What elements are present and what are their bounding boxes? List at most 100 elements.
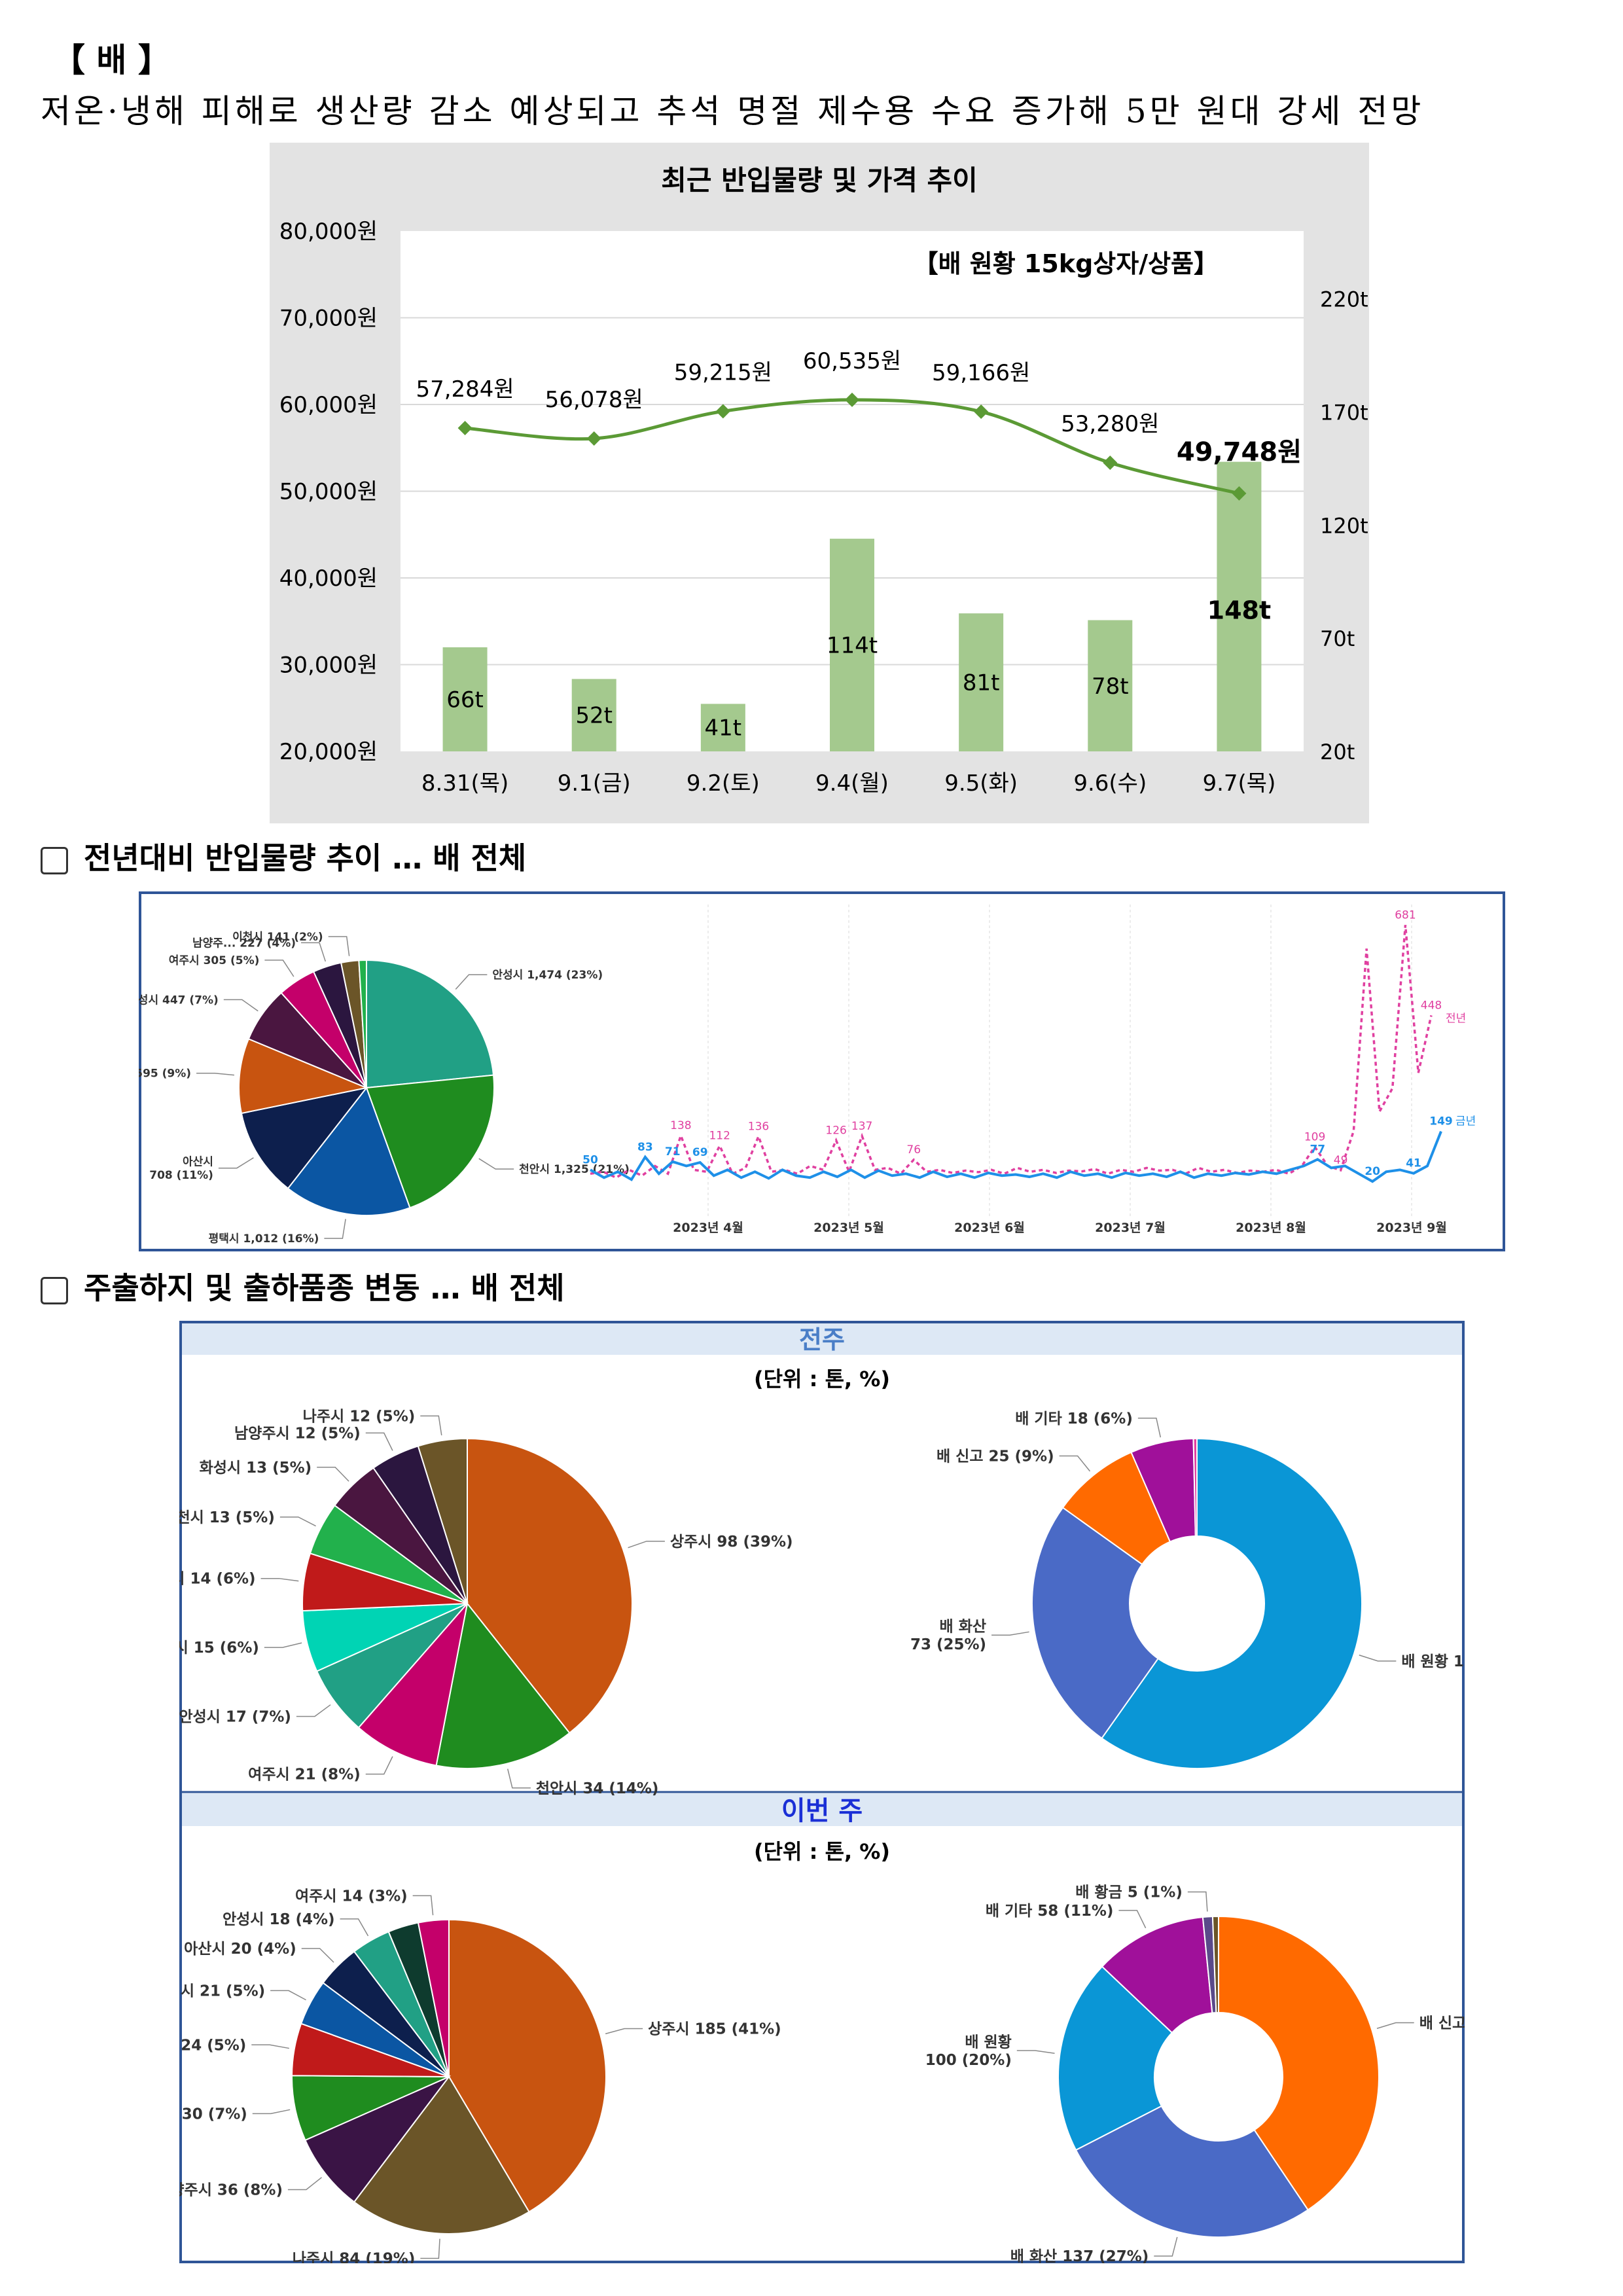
leader-line bbox=[365, 1432, 393, 1451]
prev-week-variety-slice bbox=[1192, 1437, 1198, 1537]
point-label: 50 bbox=[582, 1153, 598, 1166]
page-title: 【 배 】 bbox=[52, 41, 171, 79]
volume-bar bbox=[830, 539, 874, 751]
slice-label: 이천시 13 (5%) bbox=[179, 1509, 275, 1526]
price-volume-chart: 최근 반입물량 및 가격 추이 【배 원황 15kg상자/상품】 80,000원 70… bbox=[270, 143, 1369, 823]
page-subtitle: 저온·냉해 피해로 생산량 감소 예상되고 추석 명절 제수용 수요 증가해 5… bbox=[41, 92, 1425, 130]
leader-line bbox=[1359, 1655, 1397, 1662]
leader-line bbox=[1187, 1891, 1208, 1912]
prev-week-variety-slice bbox=[1031, 1507, 1159, 1740]
slice-label: 천안시 34 (14%) bbox=[536, 1780, 659, 1797]
this-year-line bbox=[590, 1130, 1442, 1183]
point-label: 71 bbox=[665, 1145, 681, 1158]
price-marker bbox=[845, 392, 859, 407]
point-label: 83 bbox=[637, 1141, 653, 1154]
point-label: 126 bbox=[825, 1124, 846, 1137]
origin-share-slice bbox=[366, 959, 495, 1089]
leader-line bbox=[279, 1516, 316, 1527]
price-label: 59,166원 bbox=[932, 360, 1030, 386]
prev-week-origin-slice bbox=[417, 1437, 468, 1604]
x-tick: 9.2(토) bbox=[687, 770, 760, 797]
this-week-variety-slice bbox=[1058, 1965, 1173, 2151]
origin-share-slice bbox=[358, 959, 367, 1088]
x-tick: 9.5(화) bbox=[944, 770, 1018, 797]
x-tick: 2023년 4월 bbox=[673, 1221, 743, 1235]
volume-bar bbox=[1217, 461, 1262, 751]
point-label: 77 bbox=[1310, 1143, 1325, 1156]
point-label: 49 bbox=[1334, 1154, 1348, 1167]
price-label: 60,535원 bbox=[803, 348, 901, 374]
slice-label: 배 신고 207 (41%) bbox=[1419, 2015, 1465, 2032]
point-label: 136 bbox=[748, 1120, 769, 1133]
origin-share-slice bbox=[287, 1086, 411, 1216]
leader-line bbox=[478, 1158, 514, 1170]
volume-label: 52t bbox=[575, 703, 613, 729]
volume-bar bbox=[442, 647, 488, 751]
leader-line bbox=[507, 1768, 531, 1789]
slice-label: 안성시 1,474 (23%) bbox=[492, 969, 603, 982]
slice-label: 평택시 1,012 (16%) bbox=[209, 1232, 319, 1246]
leader-line bbox=[365, 1756, 393, 1775]
leader-line bbox=[420, 2238, 440, 2259]
y-right-tick: 220t bbox=[1320, 287, 1368, 312]
unit-label: (단위 : 톤, %) bbox=[754, 1839, 890, 1864]
y-left-tick: 20,000원 bbox=[279, 739, 378, 765]
leader-line bbox=[324, 1219, 346, 1239]
unit-label: (단위 : 톤, %) bbox=[754, 1367, 890, 1391]
prev-week-origin-slice bbox=[467, 1437, 633, 1734]
slice-label: 배 화산 73 (25%) bbox=[910, 1619, 986, 1654]
checkbox-icon bbox=[41, 1276, 68, 1304]
price-label: 57,284원 bbox=[416, 376, 514, 403]
price-label: 56,078원 bbox=[545, 387, 643, 413]
slice-label: 배 신고 25 (9%) bbox=[936, 1448, 1054, 1465]
slice-label: 나주시 12 (5%) bbox=[303, 1408, 416, 1425]
leader-line bbox=[605, 2028, 643, 2035]
leader-line bbox=[412, 1895, 434, 1916]
price-marker bbox=[1103, 456, 1118, 471]
point-label: 112 bbox=[709, 1130, 730, 1143]
leader-line bbox=[1016, 2050, 1055, 2054]
leader-line bbox=[317, 1466, 349, 1482]
slice-label: 이천시 141 (2%) bbox=[232, 931, 323, 944]
series-name: 금년 bbox=[1455, 1115, 1476, 1128]
slice-label: 안성시 17 (7%) bbox=[179, 1709, 291, 1726]
point-label: 109 bbox=[1304, 1130, 1325, 1143]
leader-line bbox=[270, 1990, 306, 2001]
this-week-origin-slice bbox=[304, 2075, 452, 2203]
leader-line bbox=[1376, 2022, 1414, 2029]
slice-label: 배 기타 18 (6%) bbox=[1015, 1410, 1133, 1427]
y-left-tick: 40,000원 bbox=[279, 565, 378, 592]
yearly-comparison-panel: 안성시 1,474 (23%) 천안시 1,325 (21%) 평택시 1,012 … bbox=[139, 891, 1505, 1251]
slice-label: 배 황금 5 (1%) bbox=[1075, 1884, 1183, 1901]
leader-line bbox=[420, 1415, 442, 1436]
x-tick: 2023년 6월 bbox=[954, 1221, 1025, 1235]
prev-week-origin-slice bbox=[435, 1602, 571, 1769]
leader-line bbox=[328, 936, 350, 956]
volume-bar bbox=[571, 679, 616, 751]
slice-label: 남양주시 12 (5%) bbox=[234, 1425, 361, 1442]
x-tick: 2023년 9월 bbox=[1376, 1221, 1447, 1235]
y-left-tick: 60,000원 bbox=[279, 392, 378, 418]
y-left-tick: 80,000원 bbox=[279, 219, 378, 245]
leader-line bbox=[264, 960, 294, 977]
panel-heading-this-week: 이번 주 bbox=[781, 1796, 863, 1826]
slice-label: 아산시 20 (4%) bbox=[184, 1941, 296, 1958]
slice-label: 남양주시 36 (8%) bbox=[179, 2182, 283, 2199]
slice-label: 상주시 98 (39%) bbox=[670, 1534, 793, 1551]
slice-label: 화성시 13 (5%) bbox=[200, 1460, 312, 1477]
slice-label: 평택시 21 (5%) bbox=[179, 1982, 265, 2000]
leader-line bbox=[340, 1918, 369, 1937]
slice-label: 천안시 30 (7%) bbox=[179, 2106, 247, 2123]
leader-line bbox=[251, 2044, 289, 2049]
price-label: 59,215원 bbox=[674, 359, 772, 386]
this-week-variety-slice bbox=[1101, 1916, 1213, 2034]
point-label: 149 bbox=[1429, 1115, 1453, 1128]
slice-label: 배 원황 100 (20%) bbox=[925, 2034, 1012, 2069]
price-marker bbox=[715, 404, 730, 419]
slice-label: 남양주... 227 (4%) bbox=[192, 937, 296, 950]
volume-label: 148t bbox=[1207, 596, 1272, 625]
slice-label: 여주시 305 (5%) bbox=[169, 954, 260, 967]
slice-label: 세종시 24 (5%) bbox=[179, 2037, 246, 2054]
prev-year-line bbox=[590, 925, 1433, 1179]
slice-label: 천안시 1,325 (21%) bbox=[519, 1163, 630, 1176]
